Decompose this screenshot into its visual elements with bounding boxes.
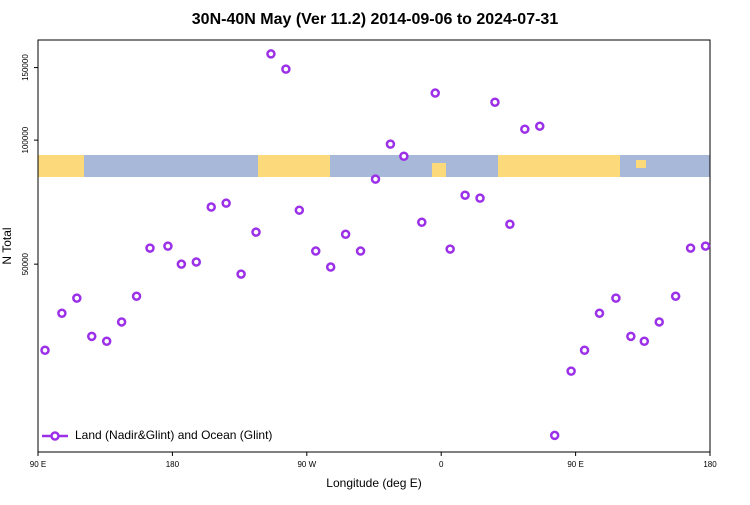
data-point [176,259,187,269]
data-point [131,291,142,301]
data-point [236,269,246,279]
data-point [685,243,696,253]
data-point [594,308,605,319]
data-point [325,262,336,272]
y-axis-label: N Total [0,227,14,264]
data-point [251,227,261,237]
data-point [191,257,202,267]
data-point [520,124,530,134]
data-point [101,336,112,346]
y-tick-label: 50000 [21,252,30,275]
data-point [639,336,650,346]
data-point [654,317,664,327]
data-point [611,293,621,303]
data-point [57,308,67,319]
chart-title: 30N-40N May (Ver 11.2) 2014-09-06 to 202… [192,11,559,28]
data-point [490,97,500,107]
data-point [445,244,455,254]
data-point [40,345,50,356]
x-axis-label: Longitude (deg E) [326,476,421,490]
legend-marker [50,431,60,441]
data-point [355,246,366,256]
plot-frame [37,39,711,453]
data-point [430,88,440,98]
x-tick-label: 90 W [297,460,316,469]
y-tick-label: 100000 [21,126,30,153]
data-point [370,174,381,184]
data-point [340,229,351,239]
data-point [221,198,231,208]
data-point [566,366,576,376]
x-tick-label: 0 [439,460,444,469]
data-point [579,345,590,356]
data-point [700,241,711,251]
data-point [206,202,216,212]
data-point [626,331,636,342]
data-point [116,317,127,327]
legend-label: Land (Nadir&Glint) and Ocean (Glint) [75,428,272,442]
data-point [87,331,97,342]
data-point [505,219,515,229]
data-point [72,293,82,303]
data-point [460,190,470,200]
data-point [266,49,276,59]
x-tick-label: 90 E [567,460,583,469]
x-tick-label: 180 [703,460,717,469]
data-point [670,291,681,301]
data-point [535,121,545,131]
y-tick-label: 150000 [21,54,30,81]
data-point [281,64,291,74]
data-point [311,246,321,256]
data-point [475,193,485,203]
map-band [38,155,710,177]
data-point [417,217,427,227]
x-tick-label: 180 [166,460,180,469]
data-point [163,241,173,251]
data-point [385,139,396,149]
data-point [294,205,305,215]
data-point [145,243,155,253]
x-tick-label: 90 E [30,460,46,469]
data-point [399,151,409,161]
data-point [549,430,560,441]
